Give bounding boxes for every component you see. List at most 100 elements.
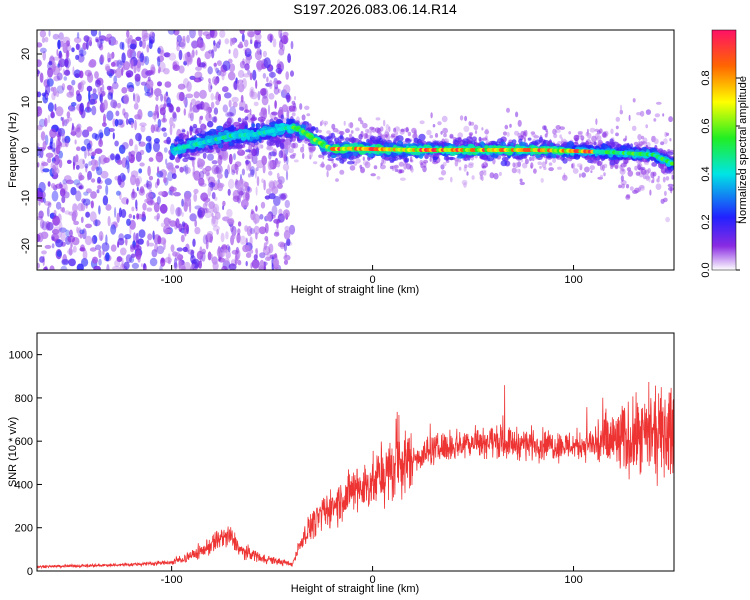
noise-blob (246, 225, 253, 237)
noise-blob (273, 86, 280, 95)
signal-blob (418, 133, 426, 141)
noise-blob (183, 60, 188, 66)
noise-blob (156, 196, 161, 205)
noise-blob (157, 56, 161, 67)
signal-blob (327, 154, 331, 159)
signal-blob (278, 123, 285, 127)
noise-blob (394, 131, 399, 136)
noise-blob (211, 164, 219, 175)
noise-blob (112, 81, 119, 90)
spectrogram-x-axis-label: Height of straight line (km) (291, 284, 419, 296)
signal-blob (251, 123, 256, 128)
noise-blob (176, 91, 183, 101)
noise-blob (294, 96, 296, 101)
noise-blob (506, 131, 510, 137)
noise-blob (479, 170, 484, 177)
noise-blob (91, 165, 96, 172)
noise-blob (194, 71, 203, 80)
noise-blob (239, 41, 243, 48)
signal-blob (250, 117, 257, 122)
noise-blob (63, 76, 68, 81)
noise-blob (210, 85, 213, 90)
noise-blob (279, 32, 283, 43)
noise-blob (627, 170, 634, 177)
noise-blob (137, 255, 141, 263)
noise-blob (41, 191, 46, 200)
noise-blob (40, 131, 46, 141)
noise-blob (55, 183, 63, 189)
snr-plot-area (37, 382, 674, 570)
noise-blob (187, 51, 191, 58)
noise-blob (52, 215, 60, 226)
noise-blob (105, 204, 112, 211)
noise-blob (142, 202, 147, 211)
noise-blob (524, 129, 528, 137)
noise-blob (154, 88, 162, 97)
noise-blob (143, 263, 146, 269)
noise-blob (236, 79, 239, 85)
noise-blob (278, 150, 284, 159)
noise-blob (244, 49, 247, 57)
noise-blob (121, 87, 128, 94)
noise-blob (225, 111, 234, 118)
noise-blob (173, 30, 180, 36)
noise-blob (152, 112, 158, 120)
signal-blob (527, 137, 532, 141)
noise-blob (442, 127, 448, 134)
noise-blob (147, 200, 155, 206)
noise-blob (184, 228, 187, 237)
signal-blob (651, 161, 658, 167)
noise-blob (121, 257, 124, 268)
noise-blob (130, 174, 137, 186)
noise-blob (262, 50, 267, 58)
noise-blob (39, 72, 44, 83)
noise-blob (637, 187, 642, 192)
noise-blob (192, 263, 195, 268)
noise-blob (385, 134, 388, 139)
noise-blob (173, 257, 178, 269)
noise-blob (66, 159, 72, 164)
signal-blob (404, 157, 410, 163)
noise-blob (52, 61, 57, 70)
noise-blob (47, 157, 52, 163)
noise-blob (482, 165, 487, 169)
noise-blob (242, 73, 251, 78)
noise-blob (91, 105, 97, 116)
noise-blob (44, 201, 52, 206)
noise-blob (97, 176, 102, 184)
noise-blob (45, 93, 48, 99)
noise-blob (502, 131, 508, 136)
noise-blob (146, 239, 150, 247)
noise-blob (37, 234, 41, 243)
noise-blob (167, 253, 171, 262)
colorbar-tick-label: 0.0 (700, 262, 712, 277)
noise-blob (239, 60, 246, 69)
noise-blob (184, 164, 189, 175)
noise-blob (265, 82, 273, 87)
noise-blob (125, 118, 129, 125)
noise-blob (385, 124, 390, 130)
colorbar-tick-label: 0.2 (700, 214, 712, 229)
noise-blob (74, 73, 80, 78)
noise-blob (107, 57, 112, 63)
noise-blob (42, 168, 50, 173)
noise-blob (239, 30, 245, 34)
noise-blob (610, 128, 614, 135)
noise-blob (146, 180, 153, 190)
noise-blob (239, 100, 246, 111)
noise-blob (147, 110, 153, 118)
noise-blob (101, 242, 110, 252)
noise-blob (102, 195, 109, 206)
noise-blob (438, 177, 444, 181)
noise-blob (213, 78, 218, 86)
noise-blob (232, 189, 241, 200)
noise-blob (74, 37, 82, 44)
noise-blob (144, 91, 152, 97)
noise-blob (125, 155, 130, 165)
noise-blob (60, 241, 66, 247)
noise-blob (58, 32, 64, 40)
noise-blob (145, 192, 153, 200)
noise-blob (222, 205, 225, 210)
noise-blob (665, 176, 670, 181)
